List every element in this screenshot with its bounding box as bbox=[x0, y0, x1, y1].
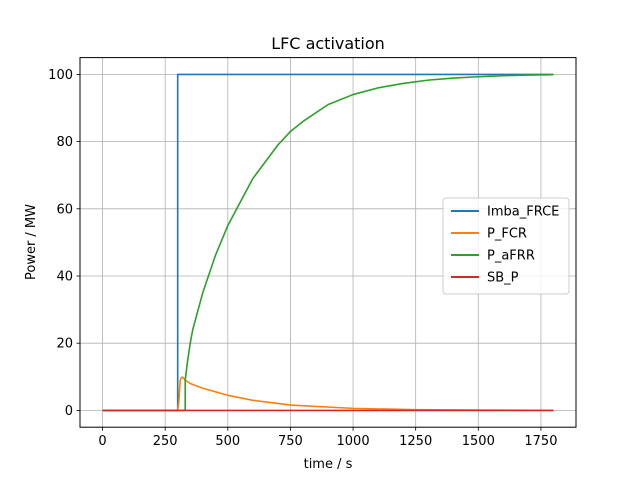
legend-box bbox=[442, 197, 570, 295]
legend-label: P_FCR bbox=[487, 227, 527, 242]
series-line-p-fcr bbox=[102, 376, 554, 412]
series-line-p-afrr bbox=[102, 73, 554, 412]
x-tick-label: 1750 bbox=[524, 434, 557, 449]
legend-label: P_aFRR bbox=[487, 249, 535, 264]
plot-lines bbox=[102, 73, 554, 412]
x-axis-label: time / s bbox=[304, 457, 353, 472]
y-axis-label: Power / MW bbox=[24, 204, 39, 280]
x-tick-label: 0 bbox=[98, 434, 106, 449]
y-tick-label: 0 bbox=[65, 404, 73, 419]
x-tick-label: 1500 bbox=[462, 434, 495, 449]
legend-label: SB_P bbox=[487, 271, 519, 286]
axes-frame bbox=[79, 57, 577, 428]
x-tick-label: 1000 bbox=[337, 434, 370, 449]
y-tick-label: 80 bbox=[56, 135, 73, 150]
ticks: 0 250 500 750 1000 1250 1500 1750 0 20 40 60 80 100 bbox=[48, 68, 557, 449]
legend: Imba_FRCE P_FCR P_aFRR SB_P bbox=[442, 197, 570, 295]
y-tick-label: 60 bbox=[56, 202, 73, 217]
y-tick-label: 40 bbox=[56, 270, 73, 285]
x-tick-label: 500 bbox=[215, 434, 240, 449]
legend-label: Imba_FRCE bbox=[487, 205, 559, 220]
x-tick-label: 750 bbox=[278, 434, 303, 449]
x-tick-label: 250 bbox=[153, 434, 178, 449]
x-tick-label: 1250 bbox=[399, 434, 432, 449]
y-tick-label: 20 bbox=[56, 337, 73, 352]
y-tick-label: 100 bbox=[48, 68, 73, 83]
chart-title: LFC activation bbox=[271, 34, 385, 53]
